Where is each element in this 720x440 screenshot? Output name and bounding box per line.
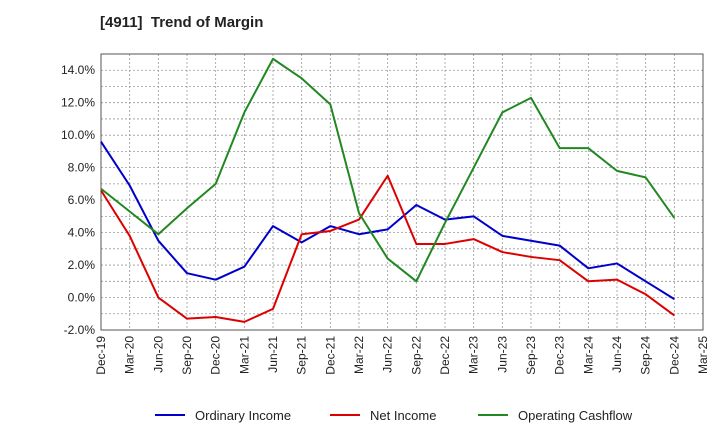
y-tick-label: 10.0% <box>61 128 95 142</box>
y-tick-label: 4.0% <box>68 226 96 240</box>
series-line-operating-cashflow <box>100 57 676 283</box>
x-tick-label: Mar-21 <box>237 336 251 374</box>
x-tick-label: Mar-24 <box>581 336 595 374</box>
x-tick-label: Dec-24 <box>667 336 681 375</box>
chart-title: [4911] Trend of Margin <box>100 14 264 31</box>
y-tick-label: 8.0% <box>68 161 96 175</box>
legend-label-operating-cashflow: Operating Cashflow <box>518 408 633 423</box>
y-tick-label: 0.0% <box>68 291 96 305</box>
x-tick-label: Mar-20 <box>123 336 137 374</box>
x-tick-label: Dec-20 <box>209 336 223 375</box>
x-tick-label: Jun-24 <box>610 336 624 373</box>
y-tick-label: 6.0% <box>68 193 96 207</box>
series-line-net-income <box>100 174 675 323</box>
x-tick-label: Dec-22 <box>438 336 452 375</box>
legend-label-net-income: Net Income <box>370 408 436 423</box>
legend-label-ordinary-income: Ordinary Income <box>195 408 291 423</box>
x-tick-label: Sep-24 <box>639 336 653 375</box>
x-tick-label: Sep-22 <box>409 336 423 375</box>
plot-frame <box>100 53 704 331</box>
x-tick-label: Jun-23 <box>495 336 509 373</box>
x-tick-label: Dec-23 <box>553 336 567 375</box>
x-tick-label: Dec-19 <box>94 336 108 375</box>
x-tick-label: Dec-21 <box>323 336 337 375</box>
x-tick-label: Jun-20 <box>151 336 165 373</box>
x-tick-label: Jun-22 <box>381 336 395 373</box>
y-tick-label: -2.0% <box>64 323 96 337</box>
x-tick-label: Sep-21 <box>295 336 309 375</box>
x-tick-label: Jun-21 <box>266 336 280 373</box>
x-tick-label: Sep-20 <box>180 336 194 375</box>
y-tick-label: 12.0% <box>61 96 95 110</box>
series-line-ordinary-income <box>100 141 675 300</box>
y-tick-label: 14.0% <box>61 63 95 77</box>
y-tick-label: 2.0% <box>68 258 96 272</box>
x-tick-label: Sep-23 <box>524 336 538 375</box>
x-tick-label: Mar-22 <box>352 336 366 374</box>
x-tick-label: Mar-23 <box>467 336 481 374</box>
x-tick-label: Mar-25 <box>696 336 710 374</box>
